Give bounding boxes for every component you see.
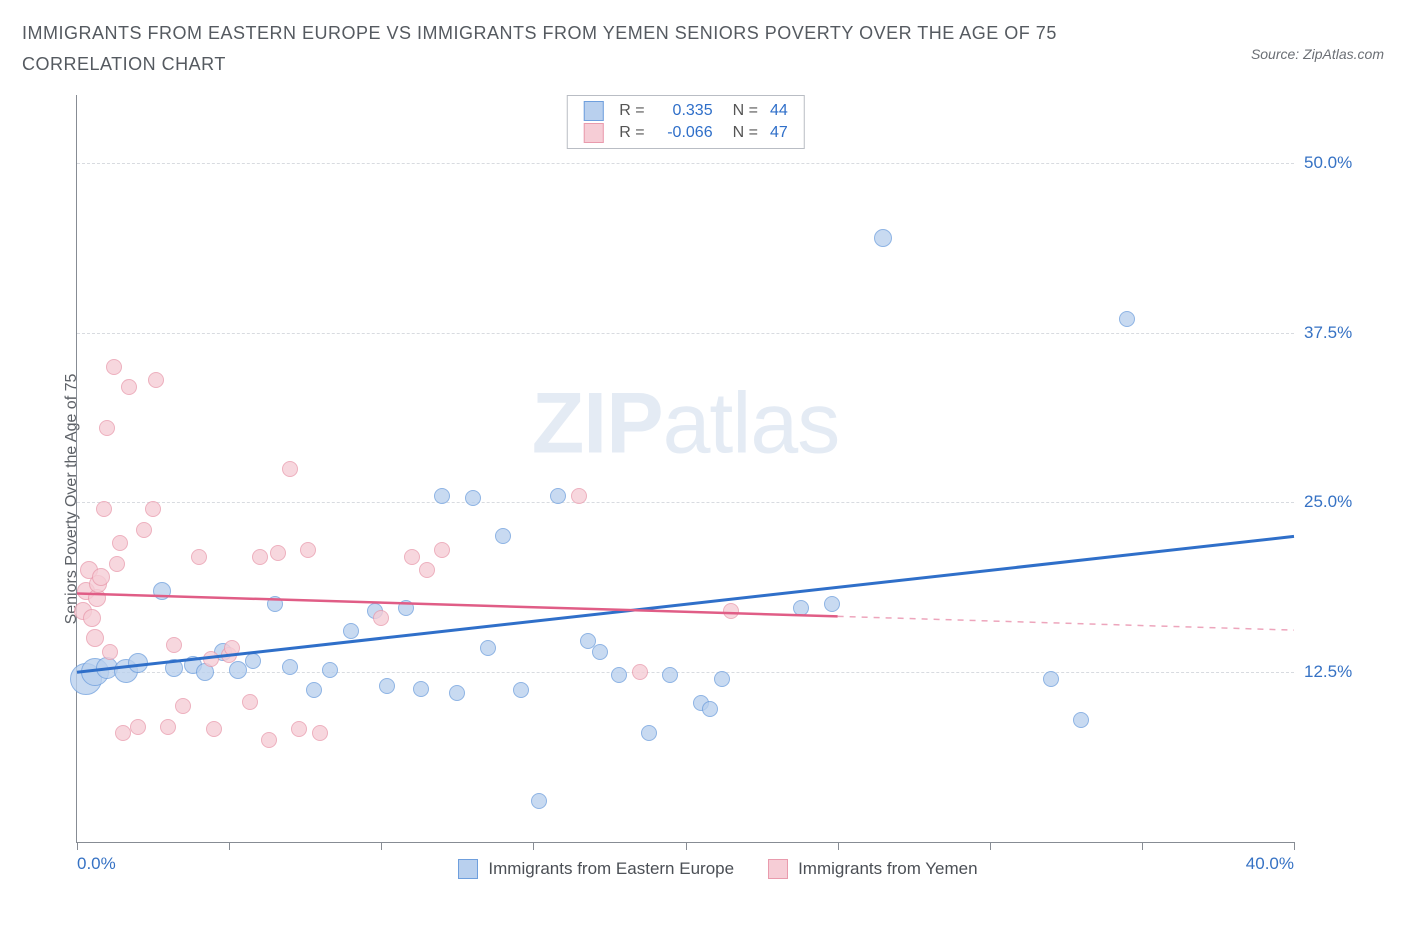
x-tick-mark xyxy=(77,842,78,850)
legend-label: Immigrants from Eastern Europe xyxy=(488,859,734,879)
legend-n-label: N = xyxy=(719,100,764,122)
x-tick-mark xyxy=(229,842,230,850)
title-row: IMMIGRANTS FROM EASTERN EUROPE VS IMMIGR… xyxy=(0,0,1406,79)
x-tick-mark xyxy=(533,842,534,850)
x-tick-mark xyxy=(686,842,687,850)
legend-n-value: 47 xyxy=(764,122,794,144)
trend-line-eastern_europe xyxy=(77,536,1294,672)
plot-wrap: Seniors Poverty Over the Age of 75 ZIPat… xyxy=(52,95,1384,885)
legend-swatch xyxy=(583,101,603,121)
y-tick-label: 25.0% xyxy=(1304,492,1376,512)
y-tick-label: 12.5% xyxy=(1304,662,1376,682)
legend-r-label: R = xyxy=(613,122,650,144)
legend-n-label: N = xyxy=(719,122,764,144)
legend-label: Immigrants from Yemen xyxy=(798,859,978,879)
legend-n-value: 44 xyxy=(764,100,794,122)
legend-row: R =-0.066N =47 xyxy=(577,122,793,144)
plot-area: ZIPatlas R =0.335N =44R =-0.066N =47 12.… xyxy=(76,95,1294,843)
x-tick-mark xyxy=(1294,842,1295,850)
trend-line-yemen xyxy=(77,593,838,616)
legend-swatch xyxy=(768,859,788,879)
legend-swatch xyxy=(583,123,603,143)
legend-swatch xyxy=(458,859,478,879)
trend-lines xyxy=(77,95,1294,842)
y-tick-label: 37.5% xyxy=(1304,323,1376,343)
legend-r-value: -0.066 xyxy=(651,122,719,144)
correlation-legend: R =0.335N =44R =-0.066N =47 xyxy=(566,95,804,149)
legend-item-eastern_europe: Immigrants from Eastern Europe xyxy=(458,859,734,879)
x-tick-mark xyxy=(1142,842,1143,850)
series-legend: Immigrants from Eastern Europe Immigrants… xyxy=(52,859,1384,879)
x-tick-mark xyxy=(990,842,991,850)
legend-r-value: 0.335 xyxy=(651,100,719,122)
source-label: Source: ZipAtlas.com xyxy=(1251,18,1384,62)
trend-line-yemen-dashed xyxy=(838,616,1294,630)
legend-item-yemen: Immigrants from Yemen xyxy=(768,859,978,879)
x-tick-mark xyxy=(381,842,382,850)
legend-row: R =0.335N =44 xyxy=(577,100,793,122)
x-tick-mark xyxy=(838,842,839,850)
legend-r-label: R = xyxy=(613,100,650,122)
chart-container: IMMIGRANTS FROM EASTERN EUROPE VS IMMIGR… xyxy=(0,0,1406,930)
chart-title: IMMIGRANTS FROM EASTERN EUROPE VS IMMIGR… xyxy=(22,18,1122,79)
y-tick-label: 50.0% xyxy=(1304,153,1376,173)
